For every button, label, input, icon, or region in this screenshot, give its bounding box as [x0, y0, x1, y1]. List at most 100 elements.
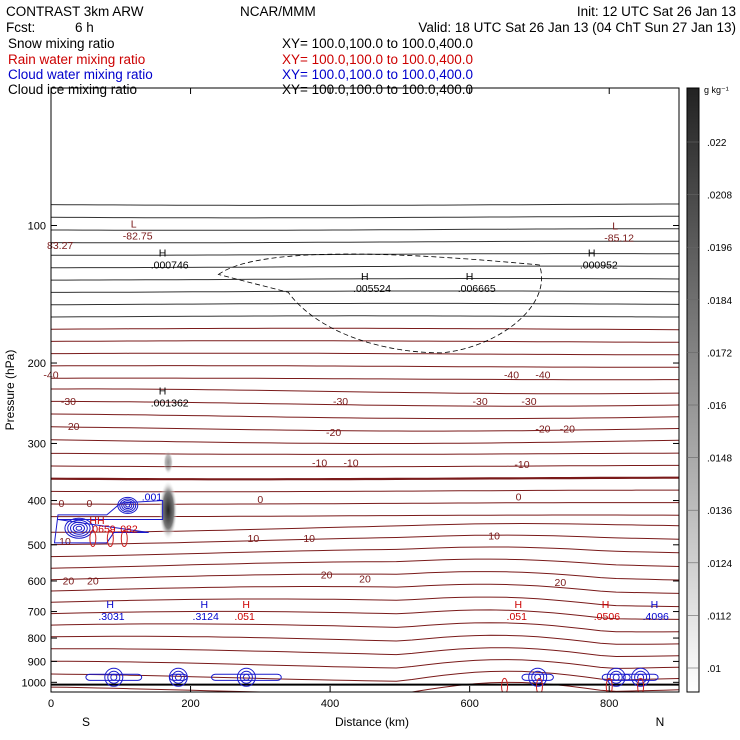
cloud-water-ring — [239, 670, 253, 684]
cloud-water-ring — [119, 498, 137, 513]
extremum-symbol: H — [515, 599, 523, 611]
isotherm-line — [51, 546, 679, 558]
isotherm-line — [51, 558, 679, 569]
rain-contour — [535, 677, 543, 692]
y-tick-label: 700 — [28, 607, 46, 619]
isotherm-line — [51, 327, 679, 331]
isotherm-line — [51, 647, 679, 658]
shaded-max — [159, 480, 178, 541]
colorbar-label: .0124 — [707, 559, 732, 570]
field-xy-cloud-water: XY= 100.0,100.0 to 100.0,400.0 — [282, 67, 473, 82]
extremum-value: .000746 — [151, 259, 189, 271]
x-tick-label: 800 — [600, 698, 618, 710]
extremum-value: .0506 — [594, 611, 620, 623]
colorbar-unit: g kg⁻¹ — [704, 85, 729, 95]
extremum-value: .3031 — [98, 611, 124, 623]
colorbar-label: .0196 — [707, 243, 732, 254]
valid-time: Valid: 18 UTC Sat 26 Jan 13 (04 ChT Sun … — [418, 20, 736, 35]
isotherm-label: -10 — [514, 459, 529, 471]
extremum-symbol: H — [106, 599, 114, 611]
y-tick-label: 800 — [28, 633, 46, 645]
x-axis-label: Distance (km) — [335, 715, 409, 729]
cloud-water-ring — [123, 501, 133, 510]
cloud-water-ring — [107, 670, 121, 684]
isotherm-label: 10 — [303, 533, 315, 545]
colorbar-label: .0208 — [707, 191, 732, 202]
field-name-rain: Rain water mixing ratio — [8, 52, 145, 67]
forecast-value: 6 h — [75, 20, 94, 35]
isotherm-label: 10 — [248, 533, 260, 545]
extremum-symbol: H — [361, 271, 369, 283]
extremum-value: .006665 — [458, 283, 496, 295]
cloud-water-ring — [174, 673, 182, 681]
cloud-water-ring — [64, 517, 94, 539]
field-xy-snow: XY= 100.0,100.0 to 100.0,400.0 — [282, 36, 473, 51]
model-title: CONTRAST 3km ARW — [6, 4, 144, 19]
cloud-water-ring — [110, 673, 118, 681]
rain-contour — [501, 677, 509, 692]
colorbar-label: .0136 — [707, 506, 732, 517]
isotherm-label: 0 — [257, 494, 263, 506]
isotherm-label: -10 — [343, 457, 358, 469]
cloud-water-ring — [242, 673, 250, 681]
snow-contour — [217, 253, 542, 354]
y-tick-label: 1000 — [22, 677, 46, 689]
y-axis-label: Pressure (hPa) — [3, 350, 17, 431]
rain-contour — [120, 530, 128, 548]
isotherm-line — [51, 240, 679, 244]
x-tick-label: 0 — [48, 698, 54, 710]
isotherm-label: -10 — [312, 457, 327, 469]
cloud-water-ring — [612, 673, 620, 681]
isotherm-line — [51, 340, 679, 343]
isotherm-label: -20 — [326, 427, 341, 439]
upper-label: HH — [89, 515, 104, 527]
isotherm-label: -20 — [560, 423, 575, 435]
axes: 0 200 400 600 800100200300400500600700800900… — [22, 88, 679, 710]
extremum-value: .000952 — [580, 259, 618, 271]
isotherm-line — [51, 315, 679, 318]
y-tick-label: 600 — [28, 576, 46, 588]
annotation-layer: -40 -40 -40-30 -30 -30 -30-20 -20 -20 -20-10 -10-… — [43, 218, 669, 623]
isotherm-line — [51, 265, 679, 269]
colorbar-label: .0172 — [707, 348, 732, 359]
isotherm-line — [51, 571, 679, 581]
upper-label: .082 — [117, 524, 138, 536]
forecast-label: Fcst: — [6, 20, 35, 35]
extremum-symbol: H — [466, 271, 474, 283]
isotherm-line — [51, 583, 679, 594]
cloud-water-ring — [528, 667, 548, 687]
colorbar-label: .01 — [707, 664, 721, 675]
isotherm-label: -30 — [61, 396, 76, 408]
isotherm-label: 20 — [359, 573, 371, 585]
colorbar-label: .0112 — [707, 611, 732, 622]
isotherm-line — [51, 439, 679, 444]
cloud-water-ring — [236, 667, 256, 687]
isotherm-line — [51, 452, 679, 455]
cloud-water-ring — [631, 667, 651, 687]
isotherm-label: -40 — [535, 370, 550, 382]
isotherm-line — [51, 622, 679, 633]
isotherm-line — [51, 352, 679, 356]
y-tick-label: 900 — [28, 656, 46, 668]
rain-contour — [637, 677, 645, 692]
extremum-value: .3124 — [193, 611, 219, 623]
isotherm-label: 10 — [59, 536, 71, 548]
init-time: Init: 12 UTC Sat 26 Jan 13 — [577, 4, 736, 19]
isotherm-line — [51, 502, 679, 505]
cloud-water-contour — [53, 500, 164, 544]
y-tick-label: 100 — [28, 221, 46, 233]
y-tick-label: 500 — [28, 540, 46, 552]
extremum-value: -85.12 — [604, 232, 634, 244]
field-xy-rain: XY= 100.0,100.0 to 100.0,400.0 — [282, 52, 473, 67]
upper-label: .001 — [142, 492, 163, 504]
cloud-water-ring — [168, 667, 188, 687]
isotherm-line — [51, 377, 679, 381]
isotherm-line — [51, 522, 679, 533]
isotherm-line — [51, 302, 679, 306]
isotherm-line — [51, 534, 679, 546]
isotherm-line — [51, 476, 679, 481]
isotherm-line — [51, 426, 679, 432]
cloud-water-ring — [531, 670, 545, 684]
cloud-water-ring — [75, 525, 83, 531]
